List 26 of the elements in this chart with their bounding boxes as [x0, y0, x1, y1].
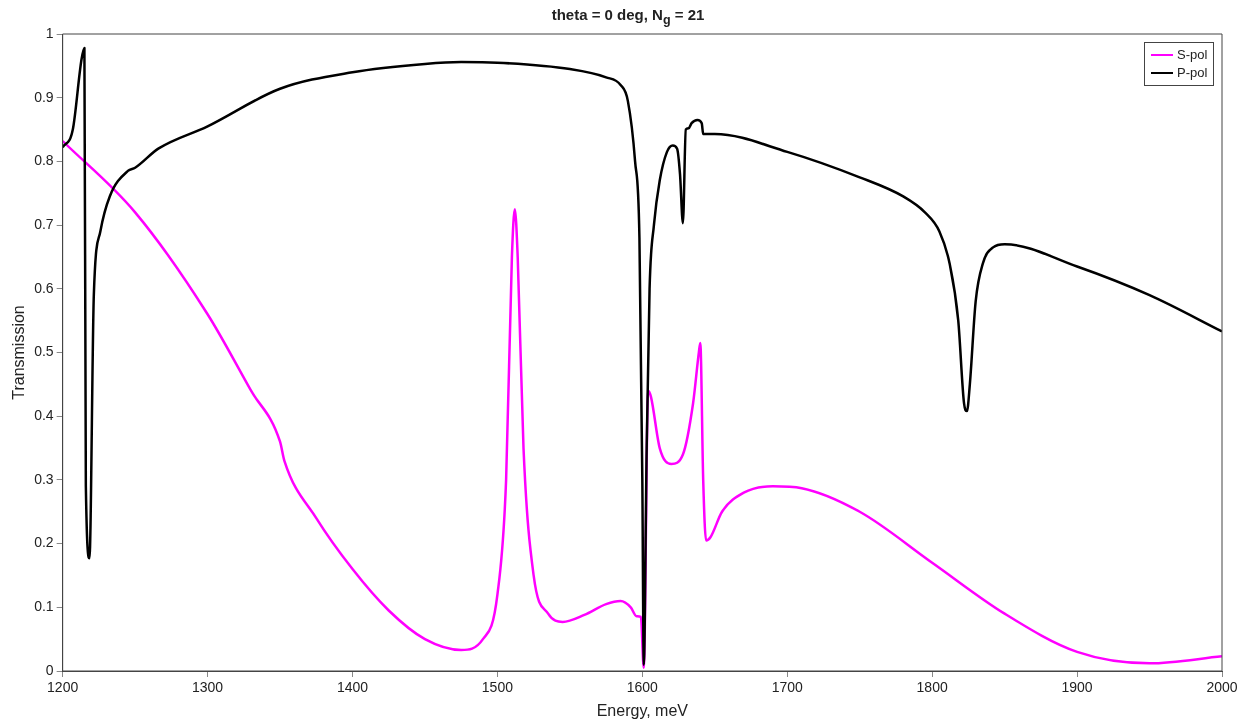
x-tick-label: 1200: [47, 679, 79, 696]
x-tick-label: 1700: [771, 679, 804, 696]
y-tick-label: 0.6: [34, 279, 54, 296]
y-tick-label: 1: [45, 24, 54, 41]
x-tick-label: 1300: [192, 679, 224, 696]
y-axis-title: Transmission: [10, 305, 28, 400]
x-tick-label: 1600: [626, 679, 659, 696]
x-tick-label: 1800: [916, 679, 948, 696]
line-series: [62, 46, 1222, 666]
x-tick-label: 1400: [336, 679, 369, 696]
y-tick-label: 0.8: [34, 152, 54, 169]
y-tick-label: 0.4: [34, 407, 54, 424]
x-axis-title: Energy, meV: [596, 701, 689, 719]
legend-label: S-pol: [1177, 46, 1208, 64]
x-tick-label: 2000: [1206, 679, 1238, 696]
legend-label: P-pol: [1177, 64, 1208, 82]
y-tick-label: 0: [45, 661, 54, 678]
x-tick-label: 1900: [1061, 679, 1093, 696]
y-tick-label: 0.2: [34, 534, 54, 551]
y-tick-label: 0.9: [34, 88, 54, 105]
y-tick-label: 0.1: [34, 598, 54, 615]
x-tick-label: 1500: [481, 679, 514, 696]
chart-title: theta = 0 deg, N$_{g}$ = 21: [551, 6, 705, 27]
y-tick-label: 0.5: [34, 343, 54, 360]
y-tick-label: 0.7: [34, 215, 54, 232]
y-tick-label: 0.3: [34, 470, 54, 487]
